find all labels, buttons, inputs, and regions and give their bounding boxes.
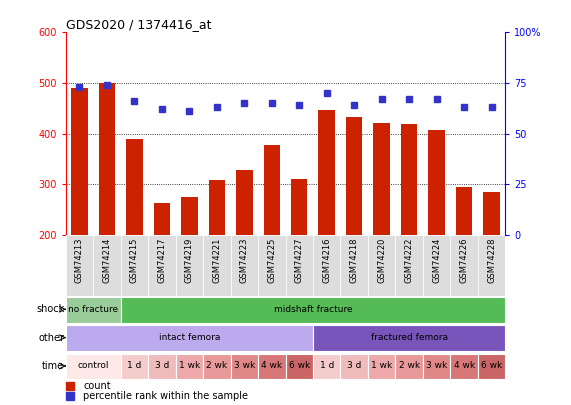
Text: percentile rank within the sample: percentile rank within the sample — [83, 391, 248, 401]
Bar — [395, 235, 423, 296]
Text: GSM74216: GSM74216 — [322, 238, 331, 284]
Bar — [66, 235, 93, 296]
Bar — [99, 83, 115, 235]
Bar — [346, 117, 363, 235]
Text: GSM74223: GSM74223 — [240, 238, 249, 284]
Bar — [286, 235, 313, 296]
Text: GSM74225: GSM74225 — [267, 238, 276, 284]
Text: 6 wk: 6 wk — [481, 361, 502, 371]
Text: GSM74224: GSM74224 — [432, 238, 441, 284]
Text: no fracture: no fracture — [68, 305, 118, 314]
Text: 2 wk: 2 wk — [399, 361, 420, 371]
Bar — [66, 326, 313, 351]
Text: midshaft fracture: midshaft fracture — [274, 305, 352, 314]
Text: 1 d: 1 d — [320, 361, 334, 371]
Text: 3 d: 3 d — [347, 361, 361, 371]
Bar — [313, 326, 505, 351]
Text: shock: shock — [36, 304, 65, 314]
Bar — [203, 354, 231, 379]
Bar — [368, 354, 395, 379]
Text: count: count — [83, 381, 111, 391]
Bar — [236, 170, 252, 235]
Text: time: time — [42, 361, 65, 371]
Text: 3 wk: 3 wk — [426, 361, 447, 371]
Bar — [120, 235, 148, 296]
Bar — [456, 187, 472, 235]
Bar — [181, 197, 198, 235]
Text: 2 wk: 2 wk — [206, 361, 227, 371]
Text: GSM74218: GSM74218 — [349, 238, 359, 284]
Text: 6 wk: 6 wk — [288, 361, 310, 371]
Bar — [313, 235, 340, 296]
Bar — [313, 354, 340, 379]
Bar — [291, 179, 307, 235]
Bar — [203, 235, 231, 296]
Bar — [126, 139, 143, 235]
Text: GSM74214: GSM74214 — [102, 238, 111, 284]
Bar — [451, 354, 478, 379]
Text: 4 wk: 4 wk — [261, 361, 282, 371]
Bar — [428, 130, 445, 235]
Text: GSM74219: GSM74219 — [185, 238, 194, 284]
Bar — [368, 235, 395, 296]
Bar — [71, 88, 88, 235]
Text: GSM74221: GSM74221 — [212, 238, 222, 284]
Text: 4 wk: 4 wk — [453, 361, 475, 371]
Bar — [401, 124, 417, 235]
Bar — [340, 235, 368, 296]
Bar — [154, 203, 170, 235]
Bar — [120, 297, 505, 322]
Text: GSM74220: GSM74220 — [377, 238, 386, 284]
Bar — [93, 235, 120, 296]
Bar — [66, 297, 120, 322]
Text: 1 d: 1 d — [127, 361, 142, 371]
Text: GSM74226: GSM74226 — [460, 238, 469, 284]
Text: control: control — [78, 361, 109, 371]
Bar — [395, 354, 423, 379]
Bar — [423, 235, 451, 296]
Bar — [148, 354, 176, 379]
Bar — [176, 235, 203, 296]
Text: intact femora: intact femora — [159, 333, 220, 342]
Text: GSM74227: GSM74227 — [295, 238, 304, 284]
Bar — [451, 235, 478, 296]
Text: GSM74228: GSM74228 — [487, 238, 496, 284]
Text: 3 d: 3 d — [155, 361, 169, 371]
Bar — [258, 235, 286, 296]
Bar — [478, 235, 505, 296]
Bar — [423, 354, 451, 379]
Bar — [176, 354, 203, 379]
Bar — [483, 192, 500, 235]
Text: GSM74222: GSM74222 — [405, 238, 413, 284]
Bar — [231, 235, 258, 296]
Text: GSM74213: GSM74213 — [75, 238, 84, 284]
Bar — [340, 354, 368, 379]
Bar — [148, 235, 176, 296]
Bar — [66, 354, 120, 379]
Text: other: other — [38, 333, 65, 343]
Bar — [373, 122, 390, 235]
Bar — [208, 180, 225, 235]
Bar — [319, 110, 335, 235]
Text: GSM74215: GSM74215 — [130, 238, 139, 284]
Text: GSM74217: GSM74217 — [158, 238, 166, 284]
Bar — [286, 354, 313, 379]
Bar — [231, 354, 258, 379]
Bar — [258, 354, 286, 379]
Bar — [120, 354, 148, 379]
Text: fractured femora: fractured femora — [371, 333, 448, 342]
Text: 3 wk: 3 wk — [234, 361, 255, 371]
Text: GDS2020 / 1374416_at: GDS2020 / 1374416_at — [66, 18, 211, 31]
Bar — [263, 145, 280, 235]
Text: 1 wk: 1 wk — [371, 361, 392, 371]
Bar — [478, 354, 505, 379]
Text: 1 wk: 1 wk — [179, 361, 200, 371]
